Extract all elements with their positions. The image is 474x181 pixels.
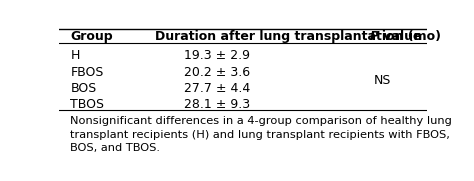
Text: transplant recipients (H) and lung transplant recipients with FBOS,: transplant recipients (H) and lung trans… (70, 130, 450, 140)
Text: TBOS: TBOS (70, 98, 104, 111)
Text: 20.2 ± 3.6: 20.2 ± 3.6 (184, 66, 250, 79)
Text: NS: NS (374, 74, 391, 87)
Text: Duration after lung transplantation (mo): Duration after lung transplantation (mo) (155, 30, 441, 43)
Text: P: P (370, 30, 379, 43)
Text: BOS, and TBOS.: BOS, and TBOS. (70, 143, 160, 153)
Text: 27.7 ± 4.4: 27.7 ± 4.4 (184, 82, 250, 95)
Text: Nonsignificant differences in a 4-group comparison of healthy lung: Nonsignificant differences in a 4-group … (70, 116, 452, 126)
Text: 28.1 ± 9.3: 28.1 ± 9.3 (184, 98, 250, 111)
Text: BOS: BOS (70, 82, 97, 95)
Text: Group: Group (70, 30, 113, 43)
Text: value: value (379, 30, 421, 43)
Text: FBOS: FBOS (70, 66, 104, 79)
Text: H: H (70, 49, 80, 62)
Text: 19.3 ± 2.9: 19.3 ± 2.9 (184, 49, 250, 62)
